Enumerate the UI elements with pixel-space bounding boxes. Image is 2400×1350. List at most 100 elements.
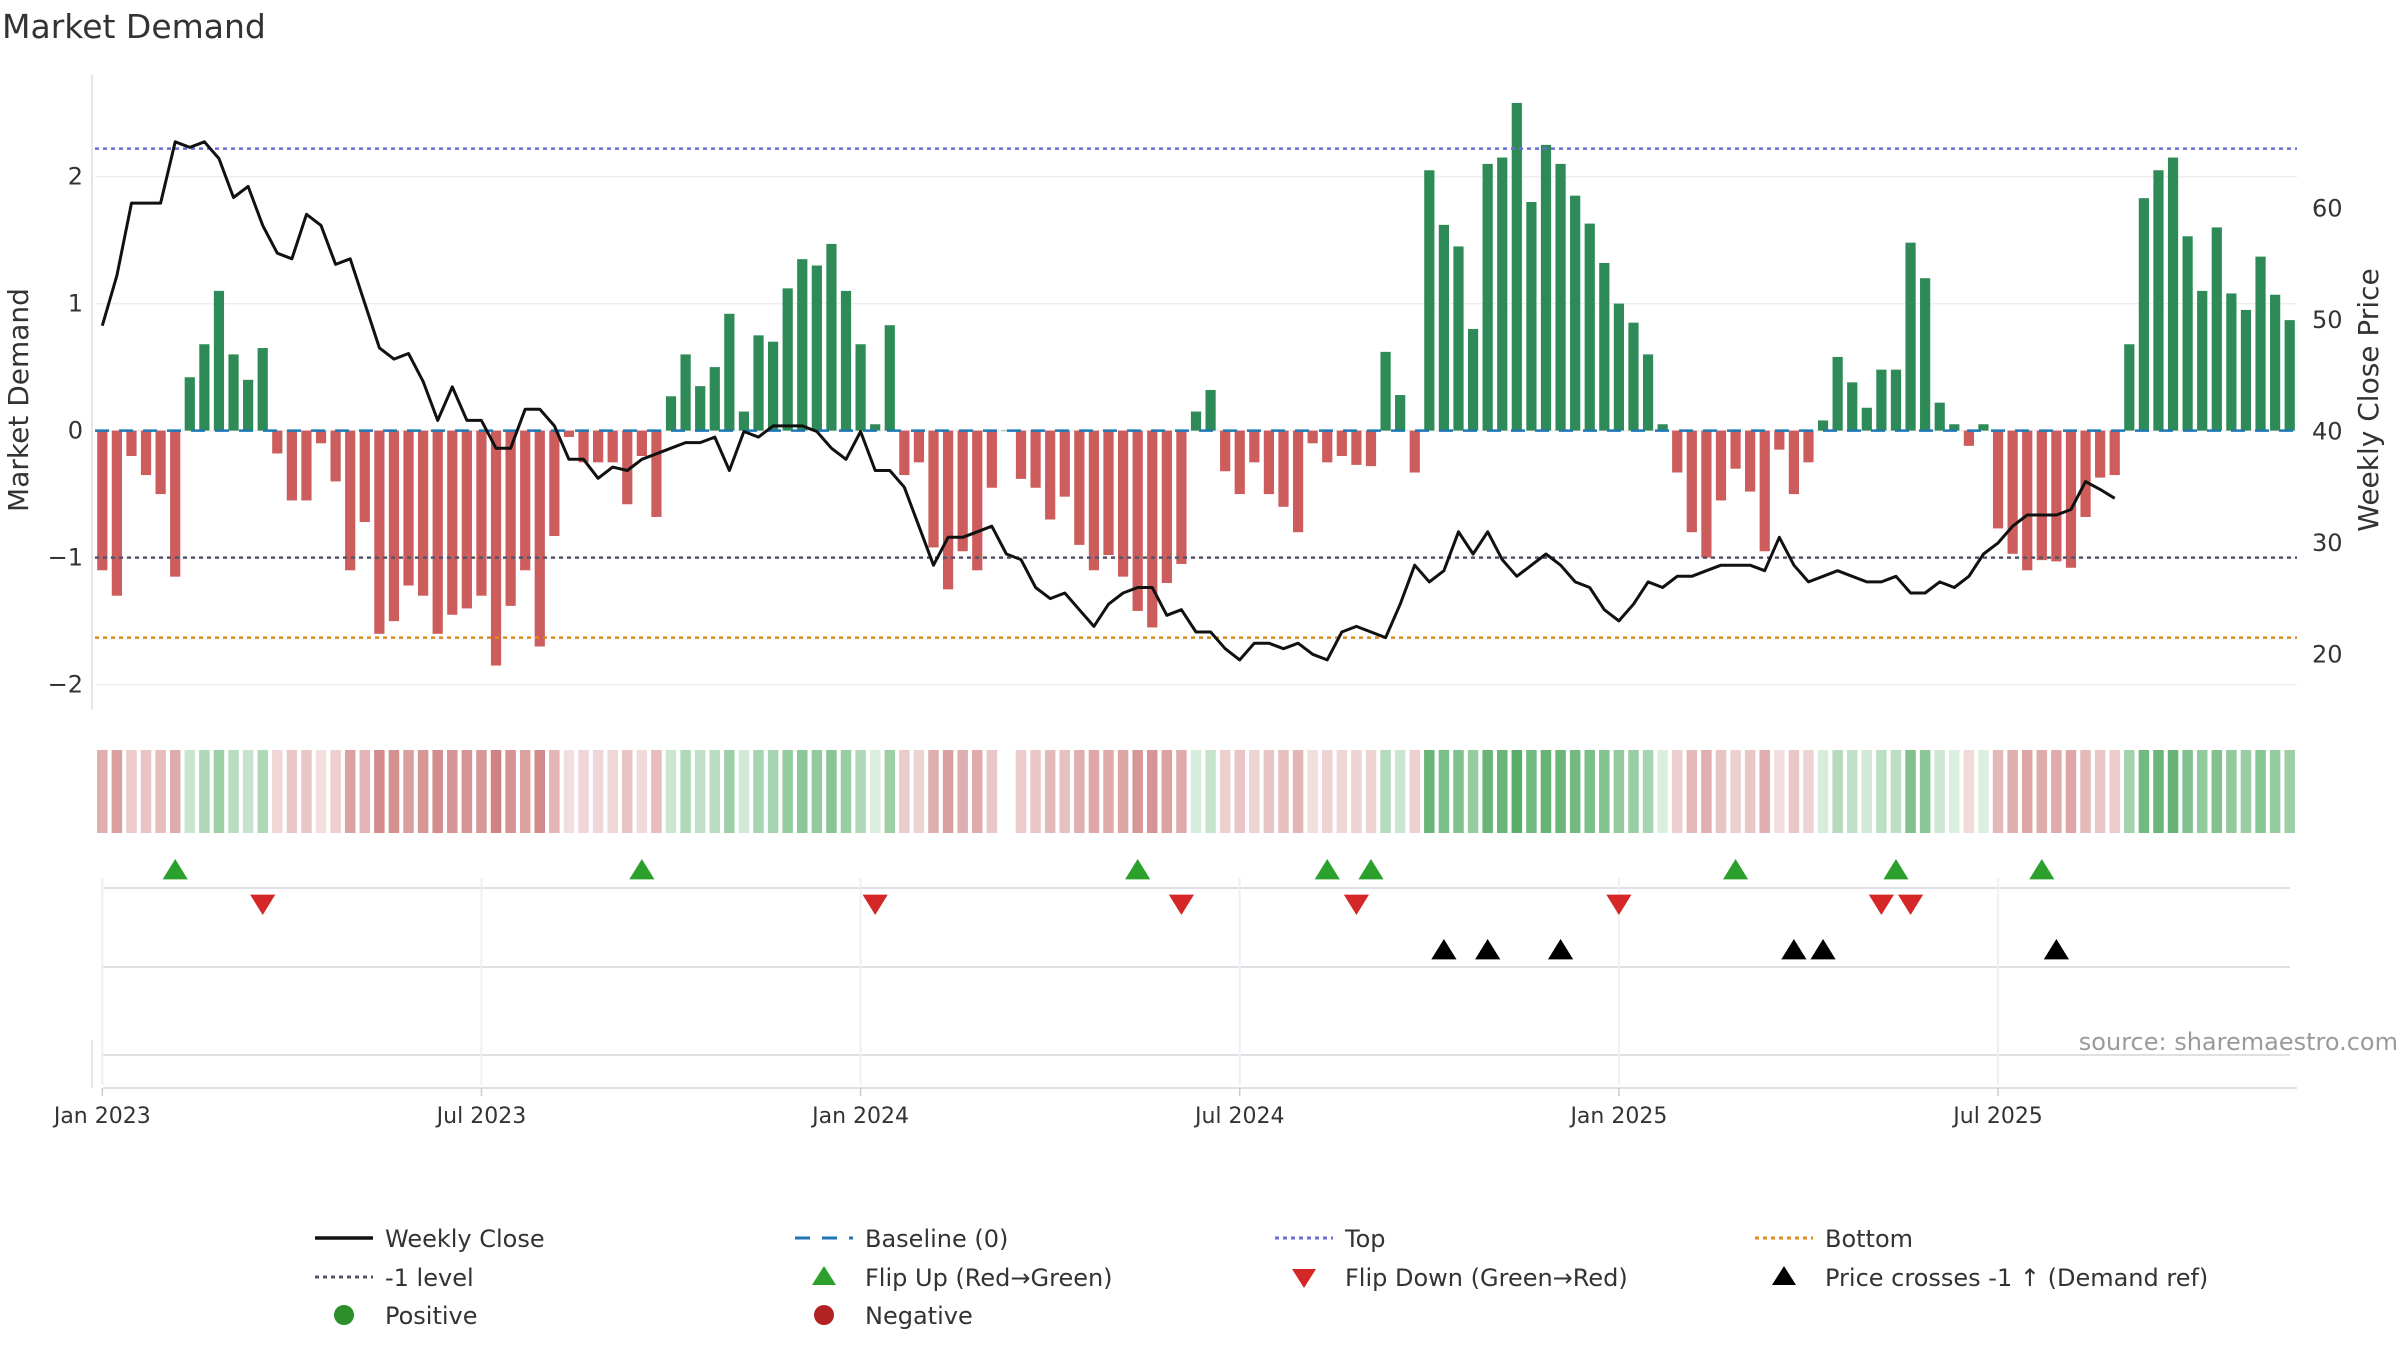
heat-cell [1321, 750, 1333, 833]
heat-cell [301, 750, 312, 833]
y-tick-left: 0 [68, 417, 83, 445]
heat-cell [972, 750, 983, 833]
heat-cell [1424, 750, 1435, 833]
demand-bar-negative [1249, 430, 1260, 463]
demand-bar-positive [826, 243, 837, 431]
heat-cell [1161, 750, 1173, 833]
demand-bar-positive [1424, 170, 1435, 431]
demand-bar-negative [1059, 430, 1070, 497]
demand-bar-negative [1336, 430, 1347, 456]
price-cross-marker [2043, 939, 2069, 960]
price-cross-marker [1810, 939, 1836, 960]
demand-bar-positive [695, 386, 706, 431]
demand-bar-positive [1467, 329, 1479, 431]
demand-bar-positive [199, 344, 210, 431]
demand-bar-positive [1890, 369, 1902, 431]
legend-label: Weekly Close [385, 1225, 545, 1253]
heat-cell [1380, 750, 1391, 833]
heat-cell [2182, 750, 2193, 833]
demand-bar-positive [1613, 303, 1625, 431]
heat-cell [1671, 750, 1683, 833]
demand-bar-negative [899, 430, 910, 476]
demand-bar-negative [2065, 430, 2077, 568]
heat-cell [1613, 750, 1625, 833]
heat-cell [2036, 750, 2048, 833]
demand-bar-negative [1963, 430, 1974, 446]
heat-cell [2153, 750, 2164, 833]
legend-entry: Weekly Close [315, 1225, 545, 1253]
demand-bar-positive [2124, 344, 2135, 431]
legend: Weekly Close Baseline (0) Top Bottom -1 leve… [315, 1225, 2208, 1330]
demand-bar-positive [1817, 420, 1829, 431]
heat-cell [1569, 750, 1581, 833]
demand-bar-negative [330, 430, 341, 482]
heat-cell [563, 750, 575, 833]
demand-bar-negative [1234, 430, 1245, 495]
heat-cell [1949, 750, 1960, 833]
heat-cell [97, 750, 108, 833]
legend-swatch-triangle-down [1292, 1269, 1316, 1288]
demand-bar-negative [140, 430, 152, 476]
heat-cell [1817, 750, 1829, 833]
demand-bar-negative [1117, 430, 1129, 577]
heat-cell [1132, 750, 1143, 833]
heat-cell [1846, 750, 1858, 833]
demand-bar-negative [1686, 430, 1697, 533]
flip-down-marker [1606, 894, 1632, 915]
heat-cell [1963, 750, 1975, 833]
demand-bar-negative [1278, 430, 1289, 507]
heat-cell [315, 750, 327, 833]
heat-cell [913, 750, 925, 833]
demand-bar-positive [811, 265, 822, 431]
demand-bar-positive [1540, 144, 1552, 431]
demand-bar-negative [1788, 430, 1799, 495]
heat-cell [1307, 750, 1318, 833]
demand-bar-negative [1672, 430, 1683, 473]
heat-cell [111, 750, 123, 833]
demand-bar-negative [111, 430, 122, 596]
heat-cell [476, 750, 487, 833]
heat-cell [1992, 750, 2004, 833]
legend-label: Flip Down (Green→Red) [1345, 1264, 1628, 1292]
heat-cell [607, 750, 618, 833]
legend-entry: -1 level [315, 1264, 474, 1292]
legend-label: -1 level [385, 1264, 474, 1292]
demand-bar-negative [534, 430, 545, 647]
y-tick-right: 40 [2312, 417, 2343, 445]
heat-cell [1701, 750, 1712, 833]
heat-cell [636, 750, 648, 833]
heat-cell [1482, 750, 1493, 833]
price-cross-marker [1431, 939, 1457, 960]
demand-bar-positive [1482, 163, 1493, 431]
heat-cell [1219, 750, 1231, 833]
heat-cell [651, 750, 662, 833]
demand-bar-negative [1774, 430, 1785, 450]
heat-cell [1365, 750, 1377, 833]
demand-bar-positive [213, 290, 225, 431]
heat-cell [1044, 750, 1056, 833]
demand-bar-positive [724, 313, 735, 431]
heat-cell [388, 750, 400, 833]
heat-cell [592, 750, 604, 833]
legend-label: Top [1344, 1225, 1386, 1253]
demand-bar-positive [840, 290, 852, 431]
demand-bar-negative [461, 430, 472, 609]
demand-bar-negative [1030, 430, 1041, 488]
heat-cell [1394, 750, 1406, 833]
demand-bar-negative [374, 430, 385, 634]
demand-bar-positive [2284, 320, 2295, 431]
heat-cell [709, 750, 721, 833]
demand-bar-negative [432, 430, 443, 634]
demand-bar-negative [651, 430, 662, 517]
demand-bar-negative [986, 430, 997, 488]
heat-cell [1117, 750, 1129, 833]
heat-cell [490, 750, 502, 833]
demand-bar-negative [957, 430, 968, 552]
heat-cell [1015, 750, 1027, 833]
demand-bar-negative [1088, 430, 1100, 571]
demand-bar-positive [1847, 382, 1858, 431]
demand-bar-positive [1861, 407, 1872, 431]
y-axis-left-label: Market Demand [2, 288, 35, 512]
heat-cell [1336, 750, 1348, 833]
demand-bar-negative [2095, 430, 2106, 478]
